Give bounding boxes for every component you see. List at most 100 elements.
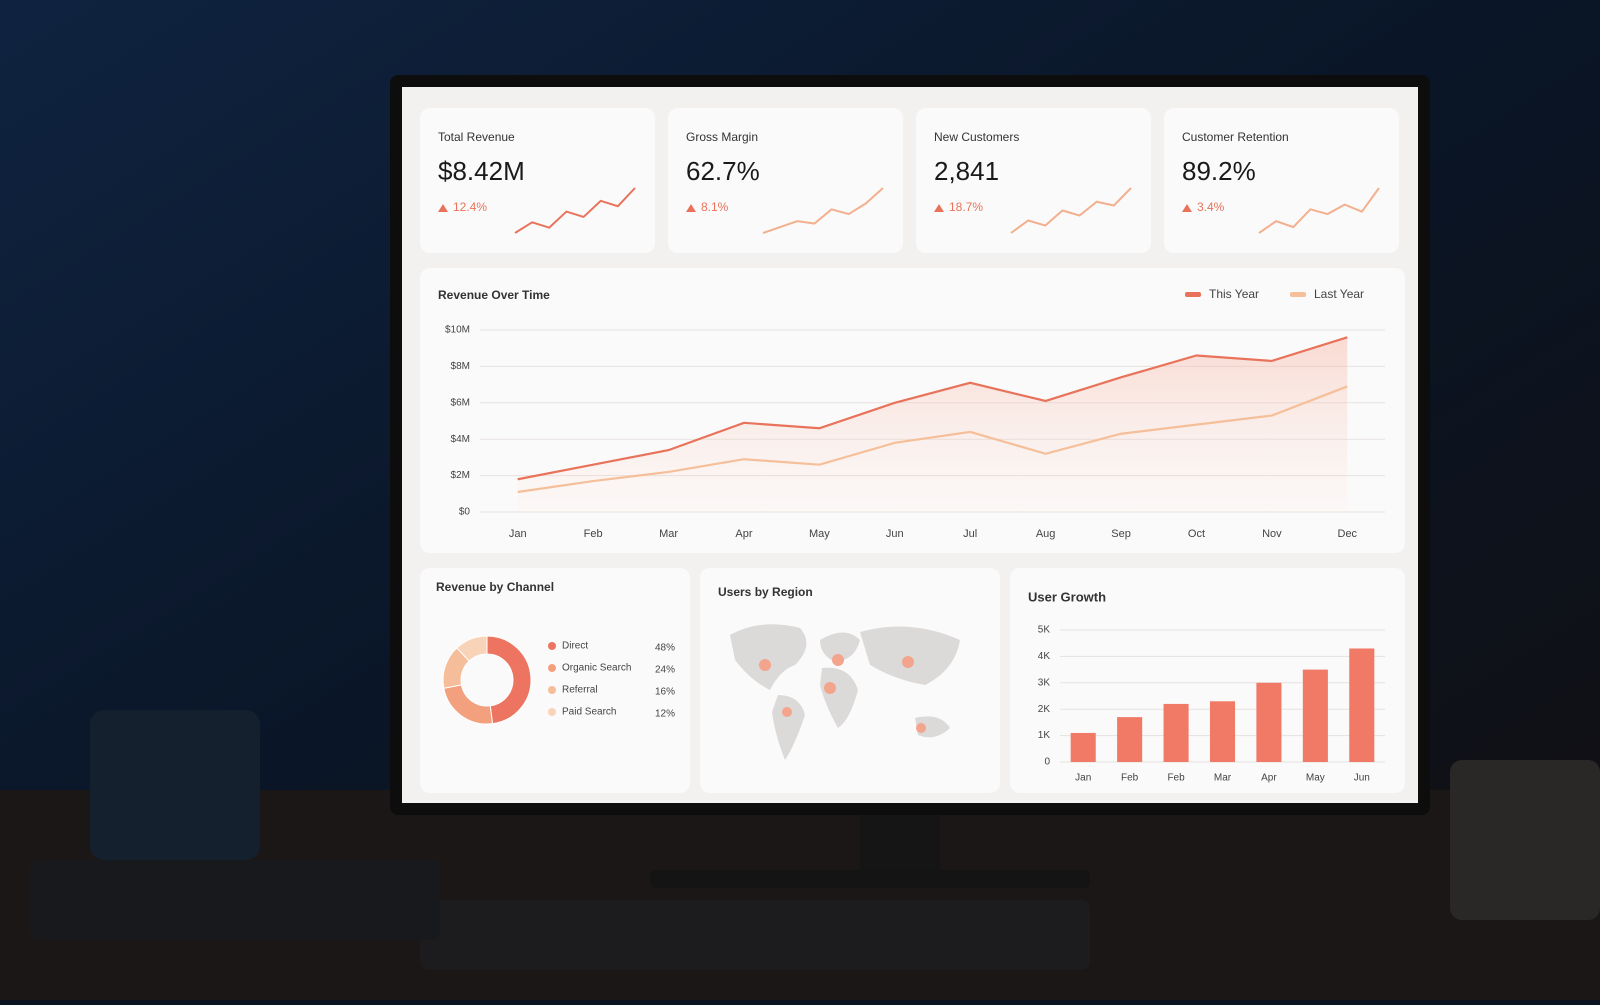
- x-tick-label: Mar: [659, 528, 678, 540]
- legend-label: Organic Search: [562, 663, 631, 674]
- kpi-label: Gross Margin: [686, 130, 758, 144]
- kpi-change: 18.7%: [949, 200, 983, 214]
- x-tick-label: Dec: [1338, 528, 1358, 540]
- region-dot: [824, 682, 836, 694]
- value-label: 16%: [655, 687, 675, 698]
- card: [668, 108, 903, 253]
- x-tick-label: Feb: [1121, 773, 1139, 784]
- region-dot: [902, 656, 914, 668]
- region-dot: [782, 707, 792, 717]
- card: [916, 108, 1151, 253]
- legend-label: Paid Search: [562, 707, 616, 718]
- chart-title: User Growth: [1028, 589, 1106, 604]
- bar: [1349, 648, 1375, 762]
- x-tick-label: Feb: [1167, 773, 1185, 784]
- y-tick-label: 4K: [1038, 651, 1051, 662]
- kpi-value: 2,841: [934, 156, 999, 186]
- x-tick-label: Jan: [509, 528, 527, 540]
- series-line: [517, 336, 1348, 481]
- value-label: 12%: [655, 709, 675, 720]
- legend-dot: [548, 686, 556, 694]
- legend-label: This Year: [1209, 287, 1259, 301]
- y-tick-label: 3K: [1038, 677, 1051, 688]
- card: [420, 108, 655, 253]
- legend-label: Referral: [562, 685, 598, 696]
- y-tick-label: 0: [1044, 757, 1050, 768]
- bar: [1163, 703, 1189, 762]
- y-tick-label: 1K: [1038, 730, 1051, 741]
- bar: [1070, 732, 1096, 762]
- continent: [820, 632, 860, 662]
- legend-dot: [548, 642, 556, 650]
- sparkline: [1258, 187, 1380, 234]
- x-tick-label: Mar: [1214, 773, 1232, 784]
- kpi-label: Total Revenue: [438, 130, 515, 144]
- keyboard: [420, 900, 1090, 970]
- x-tick-label: Jun: [886, 528, 904, 540]
- legend-swatch: [1185, 292, 1201, 297]
- legend-label: Last Year: [1314, 287, 1364, 301]
- y-tick-label: 2K: [1038, 704, 1051, 715]
- legend-dot: [548, 708, 556, 716]
- value-label: 24%: [655, 665, 675, 676]
- value-label: 48%: [655, 643, 675, 654]
- change-arrow: [686, 204, 696, 212]
- sparkline: [762, 187, 884, 234]
- x-tick-label: Nov: [1262, 528, 1282, 540]
- legend-swatch: [1290, 292, 1306, 297]
- sparkline: [1010, 187, 1132, 234]
- mug: [90, 710, 260, 860]
- x-tick-label: Sep: [1111, 528, 1131, 540]
- y-tick-label: $8M: [451, 361, 470, 372]
- chart-title: Revenue by Channel: [436, 580, 554, 594]
- continent: [772, 695, 805, 760]
- x-tick-label: May: [809, 528, 830, 540]
- x-tick-label: Apr: [735, 528, 752, 540]
- kpi-value: 62.7%: [686, 156, 760, 186]
- y-tick-label: $10M: [445, 325, 470, 336]
- x-tick-label: Apr: [1261, 773, 1277, 784]
- change-arrow: [1182, 204, 1192, 212]
- kpi-change: 8.1%: [701, 200, 729, 214]
- kpi-change: 3.4%: [1197, 200, 1225, 214]
- legend-dot: [548, 664, 556, 672]
- y-tick-label: $2M: [451, 470, 470, 481]
- kpi-label: New Customers: [934, 130, 1019, 144]
- area: [517, 337, 1348, 512]
- world-map: Users by Region: [700, 568, 1000, 793]
- change-arrow: [934, 204, 944, 212]
- y-tick-label: $6M: [451, 397, 470, 408]
- bar: [1209, 701, 1236, 762]
- x-tick-label: Jan: [1075, 773, 1091, 784]
- chart-title: Revenue Over Time: [438, 288, 550, 302]
- card-title: Users by Region: [718, 585, 813, 599]
- x-tick-label: Oct: [1188, 528, 1205, 540]
- x-tick-label: Feb: [584, 528, 603, 540]
- card: [420, 568, 690, 793]
- region-dot: [832, 654, 844, 666]
- bar: [1256, 682, 1282, 762]
- bar: [1302, 669, 1328, 762]
- donut-slice: [486, 635, 532, 725]
- kpi-change: 12.4%: [453, 200, 487, 214]
- kpi-value: $8.42M: [438, 156, 525, 186]
- x-tick-label: Aug: [1036, 528, 1056, 540]
- x-tick-label: Jun: [1354, 773, 1370, 784]
- x-tick-label: May: [1306, 773, 1325, 784]
- kpi-value: 89.2%: [1182, 156, 1256, 186]
- continent: [730, 624, 807, 690]
- card: [1164, 108, 1399, 253]
- bar: [1117, 717, 1143, 762]
- change-arrow: [438, 204, 448, 212]
- notebook: [30, 860, 440, 940]
- legend-label: Direct: [562, 641, 588, 652]
- region-dot: [759, 659, 771, 671]
- y-tick-label: $4M: [451, 434, 470, 445]
- continent: [860, 626, 960, 685]
- kpi-label: Customer Retention: [1182, 130, 1289, 144]
- monitor-stand: [860, 815, 940, 875]
- sparkline: [514, 187, 636, 234]
- donut-slice: [456, 635, 488, 662]
